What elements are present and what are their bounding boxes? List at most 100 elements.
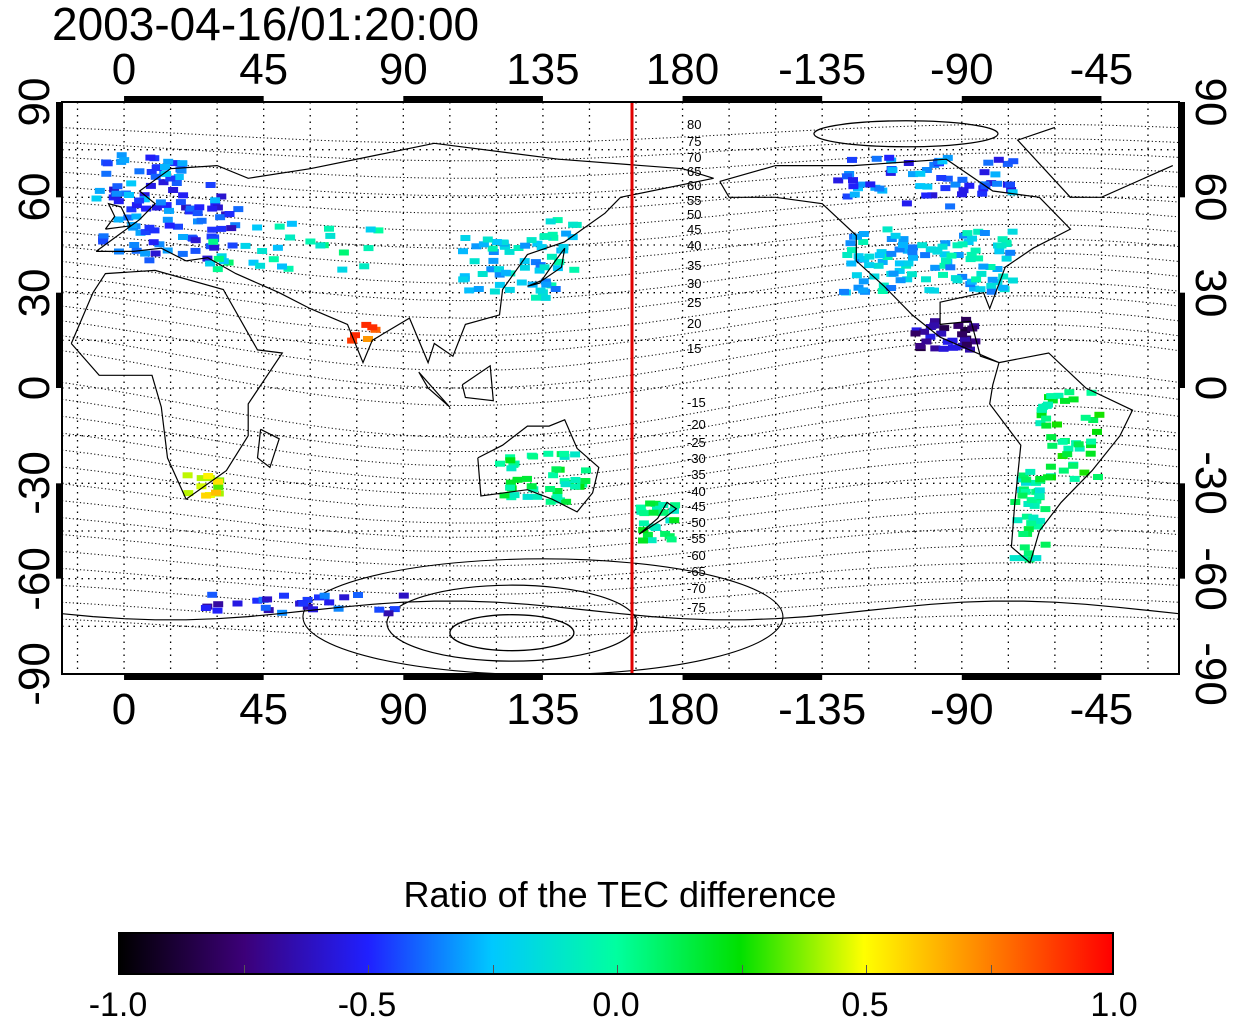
tec-patch	[638, 520, 649, 527]
tec-patch	[211, 489, 221, 496]
tec-patch	[464, 287, 475, 294]
tec-patch	[285, 234, 296, 241]
tec-patch	[548, 472, 559, 479]
tec-patch	[374, 606, 385, 613]
tec-patch	[975, 286, 986, 293]
contour-label: -30	[687, 451, 706, 466]
tec-patch	[858, 231, 869, 237]
tec-patch	[1042, 474, 1053, 481]
tec-patch	[268, 256, 279, 263]
tec-patch	[979, 230, 990, 236]
tec-patch	[1028, 514, 1039, 521]
tec-patch	[547, 231, 558, 238]
tec-patch	[255, 262, 266, 269]
contour-line	[62, 474, 1179, 524]
contour-label: 55	[687, 193, 702, 208]
tec-patch	[500, 243, 510, 250]
tec-patch	[487, 245, 498, 252]
tec-patch	[963, 239, 974, 246]
tec-patch	[946, 252, 957, 259]
tec-patch	[473, 286, 484, 292]
tec-patch	[997, 236, 1008, 243]
tec-patch	[898, 236, 909, 243]
tec-data-patches	[91, 152, 1105, 617]
tec-patch	[528, 453, 539, 460]
lat-tick-left: -30	[10, 451, 59, 516]
coastline	[638, 501, 678, 535]
tec-patch	[670, 502, 681, 509]
tec-patch	[1085, 450, 1096, 457]
frame-bar-bottom	[961, 674, 1102, 680]
tec-patch	[469, 258, 480, 265]
tec-patch	[202, 255, 213, 262]
tec-patch	[921, 167, 932, 173]
tec-patch	[101, 170, 112, 177]
tec-patch	[1046, 393, 1057, 400]
tec-patch	[302, 603, 313, 610]
tec-patch	[131, 213, 142, 220]
tec-patch	[353, 592, 363, 598]
tec-patch	[491, 239, 502, 245]
tec-patch	[1035, 476, 1046, 482]
tec-patch	[642, 531, 653, 538]
coastline	[719, 158, 1072, 364]
tec-patch	[846, 260, 857, 267]
contour-pole-south-outer	[302, 558, 784, 674]
tec-patch	[519, 258, 530, 265]
tec-patch	[965, 256, 976, 263]
tec-patch	[957, 273, 968, 280]
tec-patch	[471, 243, 482, 250]
lat-tick-right: 90	[1186, 77, 1235, 127]
lon-tick-bottom: 90	[378, 685, 428, 734]
tec-patch	[283, 265, 294, 272]
tec-patch	[1086, 438, 1097, 445]
colorbar-minor-tick	[866, 965, 867, 973]
tec-patch	[953, 322, 964, 329]
tec-patch	[119, 157, 130, 164]
tec-patch	[504, 248, 515, 255]
colorbar-tick: 0.5	[841, 986, 889, 1024]
contour-label: -55	[687, 531, 706, 546]
tec-patch	[196, 483, 207, 490]
tec-patch	[213, 478, 223, 485]
tec-patch	[545, 486, 556, 492]
tec-patch	[648, 509, 659, 516]
tec-patch	[500, 269, 511, 276]
tec-patch	[205, 260, 216, 267]
tec-patch	[162, 247, 173, 254]
lat-tick-left: -60	[10, 546, 59, 611]
tec-patch	[915, 170, 926, 177]
tec-patch	[929, 322, 940, 329]
tec-patch	[952, 242, 963, 249]
tec-patch	[116, 152, 127, 159]
tec-patch	[1040, 541, 1051, 548]
frame-bar-right	[1179, 483, 1185, 579]
tec-patch	[858, 287, 869, 294]
coastline-antarctica	[62, 600, 1179, 621]
tec-patch	[519, 264, 530, 271]
tec-patch	[908, 171, 918, 178]
frame-bar-left	[56, 102, 62, 198]
tec-patch	[849, 191, 860, 198]
tec-patch	[919, 328, 930, 335]
tec-patch	[145, 154, 156, 161]
tec-patch	[1021, 479, 1031, 486]
tec-patch	[1036, 412, 1047, 419]
tec-patch	[162, 216, 173, 223]
tec-patch	[561, 230, 572, 237]
tec-patch	[177, 160, 188, 167]
tec-patch	[499, 492, 510, 499]
tec-patch	[941, 257, 951, 264]
frame-bar-bottom	[403, 674, 543, 680]
tec-patch	[183, 490, 194, 497]
tec-patch	[559, 478, 570, 485]
tec-patch	[279, 592, 289, 599]
colorbar-minor-tick	[990, 965, 992, 973]
tec-patch	[986, 288, 997, 295]
tec-patch	[911, 327, 922, 334]
tec-patch	[134, 197, 145, 204]
tec-patch	[207, 226, 218, 233]
tec-patch	[859, 256, 870, 262]
tec-patch	[842, 173, 852, 180]
lon-tick-bottom: 0	[111, 685, 137, 734]
